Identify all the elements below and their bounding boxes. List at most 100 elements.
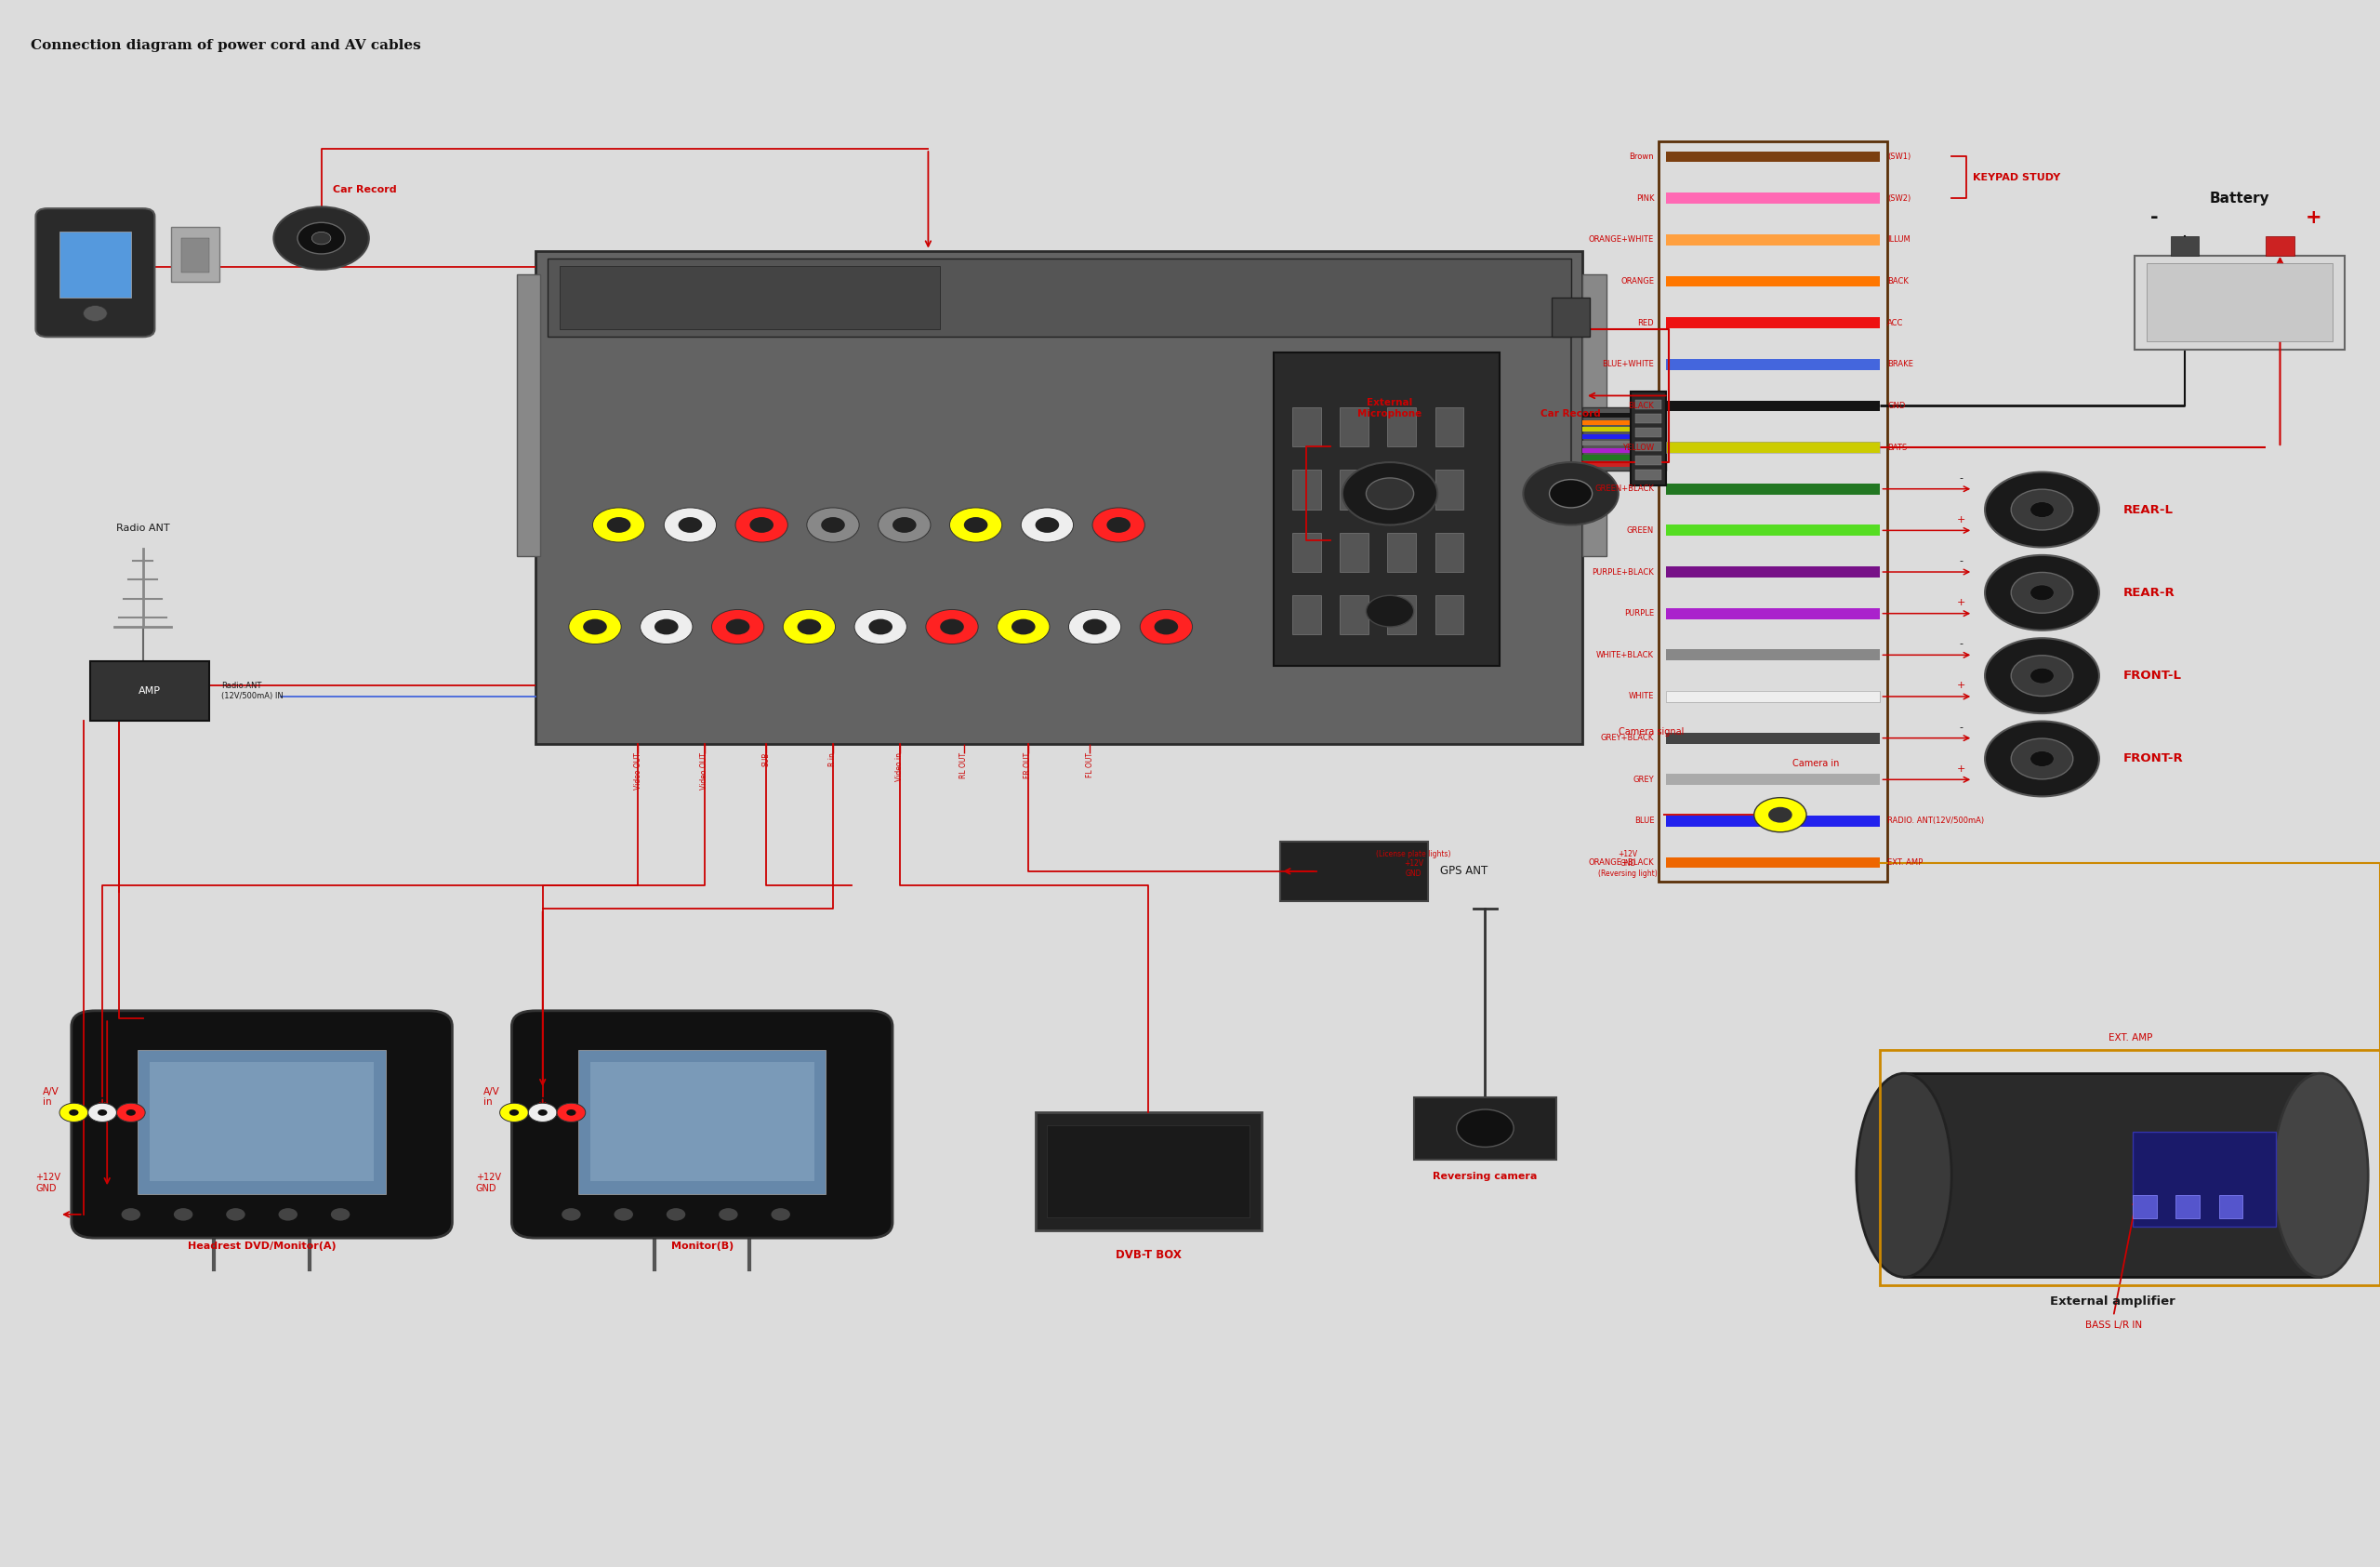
- Bar: [1666, 442, 1880, 453]
- Text: Video in: Video in: [895, 752, 904, 780]
- Text: Car Record: Car Record: [333, 185, 397, 194]
- Text: +12V
GND: +12V GND: [36, 1174, 62, 1192]
- Text: Radio ANT: Radio ANT: [117, 523, 169, 533]
- Bar: [1635, 470, 1661, 480]
- Bar: [1388, 470, 1416, 509]
- Bar: [1666, 774, 1880, 785]
- Text: YELLOW: YELLOW: [1623, 443, 1654, 451]
- FancyBboxPatch shape: [512, 1011, 892, 1238]
- Text: -: -: [1959, 556, 1964, 566]
- Text: A/V
in: A/V in: [43, 1087, 60, 1106]
- Circle shape: [121, 1208, 140, 1221]
- Text: (License plate lights)
+12V
GND: (License plate lights) +12V GND: [1376, 849, 1452, 878]
- Bar: [1630, 392, 1666, 486]
- Circle shape: [614, 1208, 633, 1221]
- Text: External amplifier: External amplifier: [2049, 1296, 2175, 1308]
- Bar: [1292, 407, 1321, 447]
- Text: Monitor(B): Monitor(B): [671, 1241, 733, 1250]
- Bar: [1666, 649, 1880, 660]
- Bar: [1273, 353, 1499, 666]
- Text: GND: GND: [1887, 401, 1906, 411]
- Circle shape: [583, 619, 607, 635]
- Circle shape: [869, 619, 892, 635]
- Text: KEYPAD STUDY: KEYPAD STUDY: [1973, 172, 2061, 182]
- Circle shape: [797, 619, 821, 635]
- Text: -: -: [2149, 208, 2159, 227]
- Text: REAR-L: REAR-L: [2123, 503, 2173, 516]
- Text: A/V
in: A/V in: [483, 1087, 500, 1106]
- Bar: [1666, 235, 1880, 246]
- Text: External
Microphone: External Microphone: [1357, 398, 1423, 418]
- FancyBboxPatch shape: [36, 208, 155, 337]
- Bar: [1435, 407, 1464, 447]
- Circle shape: [750, 517, 774, 533]
- Bar: [2135, 255, 2344, 349]
- Circle shape: [997, 610, 1050, 644]
- Text: BLUE+WHITE: BLUE+WHITE: [1602, 360, 1654, 368]
- Circle shape: [1366, 478, 1414, 509]
- Bar: [590, 1062, 814, 1182]
- Bar: [171, 227, 219, 282]
- Circle shape: [528, 1103, 557, 1122]
- Text: EXT. AMP: EXT. AMP: [1887, 859, 1923, 867]
- Circle shape: [1012, 619, 1035, 635]
- Circle shape: [1985, 638, 2099, 713]
- Text: PURPLE+BLACK: PURPLE+BLACK: [1592, 567, 1654, 577]
- Circle shape: [964, 517, 988, 533]
- Bar: [1666, 150, 1880, 161]
- Bar: [1666, 525, 1880, 536]
- Circle shape: [117, 1103, 145, 1122]
- Text: Car Record: Car Record: [1540, 409, 1602, 418]
- Text: R in: R in: [828, 752, 838, 766]
- Bar: [1666, 857, 1880, 868]
- Bar: [1666, 193, 1880, 204]
- Text: FL OUT: FL OUT: [1085, 752, 1095, 777]
- Circle shape: [2030, 501, 2054, 517]
- Circle shape: [821, 517, 845, 533]
- Text: +12V
GND: +12V GND: [476, 1174, 502, 1192]
- Bar: [1340, 407, 1368, 447]
- Text: ORANGE: ORANGE: [1621, 277, 1654, 285]
- Text: FR OUT: FR OUT: [1023, 752, 1033, 779]
- Circle shape: [640, 610, 693, 644]
- Circle shape: [88, 1103, 117, 1122]
- Circle shape: [950, 508, 1002, 542]
- Circle shape: [509, 1109, 519, 1116]
- Circle shape: [654, 619, 678, 635]
- Circle shape: [1366, 595, 1414, 627]
- Bar: [1035, 1113, 1261, 1230]
- Text: Reversing camera: Reversing camera: [1433, 1172, 1537, 1182]
- Text: ORANGE+WHITE: ORANGE+WHITE: [1590, 235, 1654, 244]
- Circle shape: [1549, 480, 1592, 508]
- Circle shape: [298, 223, 345, 254]
- Text: Camera signal: Camera signal: [1618, 727, 1685, 736]
- Bar: [1435, 533, 1464, 572]
- Text: GREEN: GREEN: [1628, 527, 1654, 534]
- Text: -: -: [1959, 473, 1964, 483]
- Text: AMP: AMP: [138, 686, 162, 696]
- Bar: [2132, 1194, 2156, 1219]
- Text: DVB-T BOX: DVB-T BOX: [1116, 1249, 1180, 1261]
- Bar: [1435, 595, 1464, 635]
- Circle shape: [1342, 462, 1438, 525]
- Bar: [1635, 456, 1661, 465]
- Circle shape: [926, 610, 978, 644]
- Circle shape: [1092, 508, 1145, 542]
- Bar: [1583, 442, 1666, 447]
- Text: (SW1): (SW1): [1887, 152, 1911, 161]
- Text: Headrest DVD/Monitor(A): Headrest DVD/Monitor(A): [188, 1241, 336, 1250]
- Text: Radio.ANT
(12V/500mA) IN: Radio.ANT (12V/500mA) IN: [221, 682, 283, 700]
- Circle shape: [719, 1208, 738, 1221]
- Circle shape: [562, 1208, 581, 1221]
- Bar: [1280, 841, 1428, 901]
- Bar: [1666, 566, 1880, 577]
- Ellipse shape: [1856, 1073, 1952, 1277]
- Bar: [1666, 816, 1880, 827]
- Bar: [559, 266, 940, 329]
- Bar: [536, 251, 1583, 744]
- Circle shape: [500, 1103, 528, 1122]
- Circle shape: [1107, 517, 1130, 533]
- Bar: [1635, 428, 1661, 437]
- Bar: [1292, 595, 1321, 635]
- Circle shape: [1523, 462, 1618, 525]
